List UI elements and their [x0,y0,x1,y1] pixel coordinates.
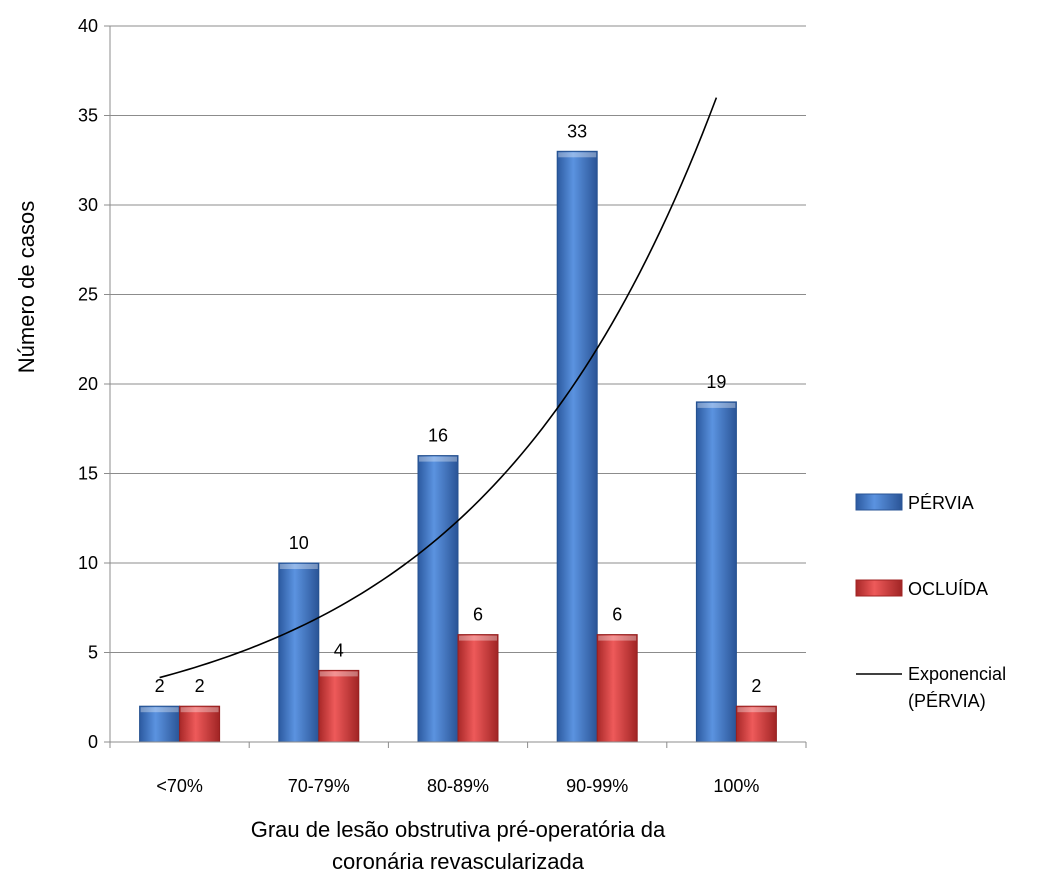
x-tick-label: 90-99% [566,776,628,796]
data-label: 33 [567,121,587,141]
bar-top-highlight [697,402,736,408]
bar-top-highlight [319,671,358,677]
y-tick-label: 15 [78,464,98,484]
bar-pervia [556,150,598,743]
legend-swatch-pervia [855,493,903,511]
y-tick-label: 0 [88,732,98,752]
legend-label-trendline-line1: Exponencial [908,664,1006,684]
trendline-path [159,97,718,679]
x-tick-label: 100% [713,776,759,796]
y-tick-label: 5 [88,643,98,663]
legend: PÉRVIA OCLUÍDA Exponencial (PÉRVIA) [855,493,1006,711]
bar-pervia [139,705,181,743]
y-tick-label: 30 [78,195,98,215]
data-label: 16 [428,426,448,446]
bar-ocluida [735,705,777,743]
data-label: 2 [195,676,205,696]
x-tick-label: <70% [156,776,203,796]
bar-top-highlight [558,152,597,158]
bars [139,150,777,743]
bar-pervia [278,562,320,743]
y-tick-label: 20 [78,374,98,394]
y-axis-title: Número de casos [14,201,39,373]
bar-top-highlight [419,456,457,462]
y-axis-ticks: 0 5 10 15 20 25 30 35 40 [78,16,98,752]
bar-top-highlight [598,635,637,641]
bar-pervia [417,455,459,743]
x-axis-title-line1: Grau de lesão obstrutiva pré-operatória … [251,817,666,842]
data-label: 10 [289,533,309,553]
legend-label-pervia: PÉRVIA [908,493,974,513]
bar-ocluida [318,669,360,743]
data-label: 6 [612,605,622,625]
x-tick-label: 80-89% [427,776,489,796]
x-tick-label: 70-79% [288,776,350,796]
data-label: 19 [706,372,726,392]
bar-top-highlight [279,564,318,569]
y-tick-label: 35 [78,106,98,126]
data-label: 2 [155,676,165,696]
axes [109,26,807,748]
data-label: 2 [751,676,761,696]
bar-ocluida [596,634,638,743]
bar-top-highlight [140,707,179,713]
bar-top-highlight [737,707,776,713]
legend-swatch-ocluida [855,579,903,597]
bar-top-highlight [459,635,497,641]
data-labels: 2 10 16 33 19 2 4 6 6 2 [155,121,762,696]
legend-label-trendline-line2: (PÉRVIA) [908,691,986,711]
y-tick-label: 40 [78,16,98,36]
bar-top-highlight [180,707,219,713]
y-tick-label: 25 [78,285,98,305]
y-tick-label: 10 [78,553,98,573]
x-axis-ticks: <70% 70-79% 80-89% 90-99% 100% [156,776,759,796]
bar-ocluida [457,634,499,743]
x-axis-title-line2: coronária revascularizada [332,849,585,874]
legend-label-ocluida: OCLUÍDA [908,579,988,599]
data-label: 4 [334,640,344,660]
bar-pervia [695,401,737,743]
data-label: 6 [473,605,483,625]
